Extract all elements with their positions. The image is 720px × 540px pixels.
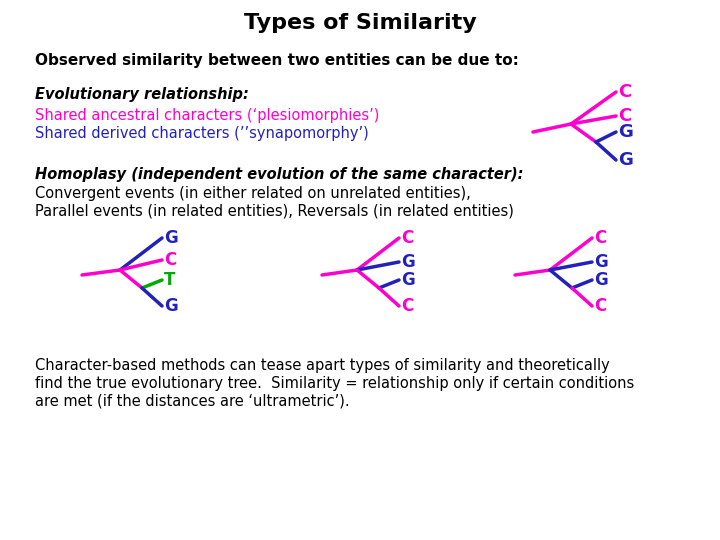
Text: Evolutionary relationship:: Evolutionary relationship: (35, 87, 249, 102)
Text: Observed similarity between two entities can be due to:: Observed similarity between two entities… (35, 53, 519, 68)
Text: Homoplasy (independent evolution of the same character):: Homoplasy (independent evolution of the … (35, 167, 523, 182)
Text: Types of Similarity: Types of Similarity (243, 13, 477, 33)
Text: G: G (618, 151, 633, 169)
Text: G: G (164, 297, 178, 315)
Text: T: T (164, 271, 176, 289)
Text: G: G (401, 271, 415, 289)
Text: C: C (401, 297, 413, 315)
Text: Character-based methods can tease apart types of similarity and theoretically: Character-based methods can tease apart … (35, 358, 610, 373)
Text: C: C (618, 83, 631, 101)
Text: G: G (401, 253, 415, 271)
Text: Shared derived characters (’’synapomorphy’): Shared derived characters (’’synapomorph… (35, 126, 369, 141)
Text: Parallel events (in related entities), Reversals (in related entities): Parallel events (in related entities), R… (35, 204, 514, 219)
Text: C: C (594, 229, 606, 247)
Text: Shared ancestral characters (‘plesiomorphies’): Shared ancestral characters (‘plesiomorp… (35, 108, 379, 123)
Text: C: C (164, 251, 176, 269)
Text: C: C (594, 297, 606, 315)
Text: are met (if the distances are ‘ultrametric’).: are met (if the distances are ‘ultrametr… (35, 394, 350, 409)
Text: find the true evolutionary tree.  Similarity = relationship only if certain cond: find the true evolutionary tree. Similar… (35, 376, 634, 391)
Text: G: G (594, 253, 608, 271)
Text: G: G (594, 271, 608, 289)
Text: G: G (618, 123, 633, 141)
Text: C: C (618, 107, 631, 125)
Text: Convergent events (in either related on unrelated entities),: Convergent events (in either related on … (35, 186, 471, 201)
Text: C: C (401, 229, 413, 247)
Text: G: G (164, 229, 178, 247)
